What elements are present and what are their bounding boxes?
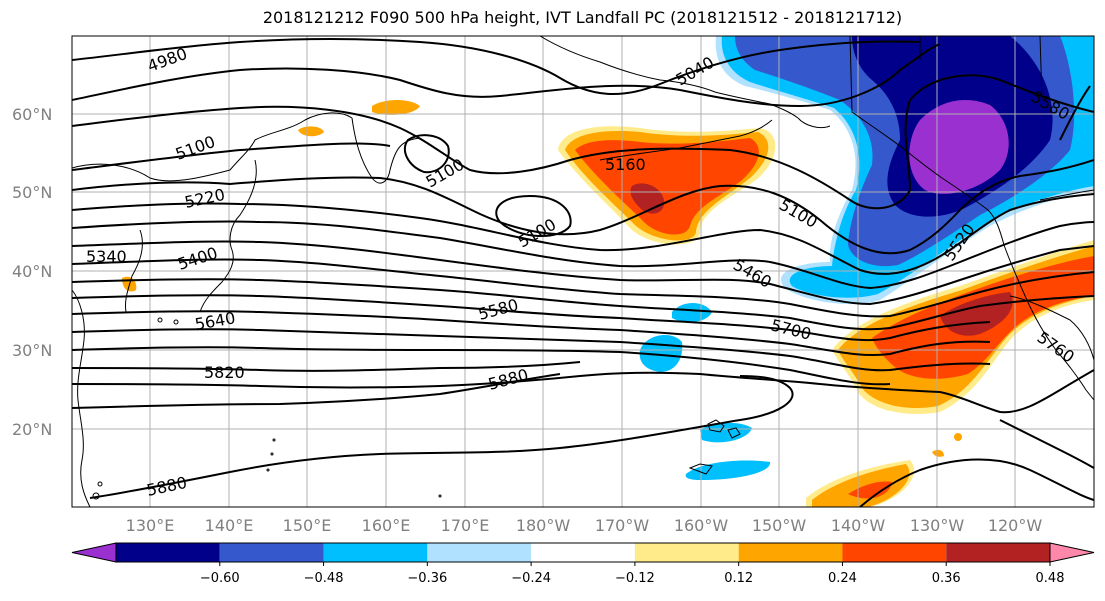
colorbar-swatch (323, 543, 428, 562)
map-frame (71, 35, 1095, 508)
colorbar-extend-low (71, 542, 117, 563)
latitude-labels: 60°N 50°N 40°N 30°N 20°N (12, 105, 52, 439)
colorbar-tick-label: 0.36 (932, 571, 961, 586)
colorbar-swatch (116, 543, 220, 562)
colorbar-tick-label: −0.12 (615, 571, 655, 586)
map-panel: 4980 5040 5100 5100 5100 5160 5100 5220 … (72, 36, 1094, 507)
colorbar-extend-high (1049, 542, 1095, 563)
colorbar-tick-label: −0.24 (511, 571, 551, 586)
colorbar-tick-label: −0.48 (304, 571, 344, 586)
colorbar-tick-label: 0.12 (724, 571, 753, 586)
lon-label: 120°W (988, 516, 1043, 535)
islands (92, 317, 741, 500)
lat-label: 40°N (12, 262, 52, 281)
colorbar-swatch (634, 543, 739, 562)
colorbar-tick-label: −0.36 (407, 571, 447, 586)
lon-label: 160°E (362, 516, 411, 535)
lon-label: 150°E (283, 516, 332, 535)
lat-label: 60°N (12, 105, 52, 124)
lon-label: 170°W (595, 516, 650, 535)
lon-label: 130°E (126, 516, 175, 535)
colorbar-swatch (427, 543, 532, 562)
lat-label: 30°N (12, 341, 52, 360)
lat-label: 50°N (12, 183, 52, 202)
lat-label: 20°N (12, 420, 52, 439)
lon-label: 140°E (205, 516, 254, 535)
map-title: 2018121212 F090 500 hPa height, IVT Land… (262, 8, 903, 27)
lon-label: 160°W (674, 516, 729, 535)
longitude-labels: 130°E 140°E 150°E 160°E 170°E 180°W 170°… (126, 516, 1043, 535)
colorbar-swatch (946, 543, 1050, 562)
lon-label: 150°W (752, 516, 807, 535)
lon-label: 130°W (910, 516, 965, 535)
colorbar-swatch (738, 543, 843, 562)
lon-label: 170°E (441, 516, 490, 535)
height-contours (72, 38, 1094, 507)
colorbar: −0.60 −0.48 −0.36 −0.24 −0.12 0.12 0.24 0.36 0.4… (71, 542, 1095, 586)
colorbar-tick-label: 0.24 (828, 571, 857, 586)
contour-label: 5160 (605, 155, 646, 174)
colorbar-tick-label: 0.48 (1036, 571, 1065, 586)
contour-label: 5340 (86, 247, 127, 266)
colorbar-swatch (842, 543, 947, 562)
colorbar-swatch (219, 543, 324, 562)
lon-label: 140°W (831, 516, 886, 535)
contour-label: 5820 (204, 363, 245, 382)
colorbar-swatch (531, 543, 635, 562)
colorbar-outline (115, 542, 1051, 563)
gridlines (72, 36, 1094, 507)
lon-label: 180°W (516, 516, 571, 535)
colorbar-tick-label: −0.60 (200, 571, 240, 586)
